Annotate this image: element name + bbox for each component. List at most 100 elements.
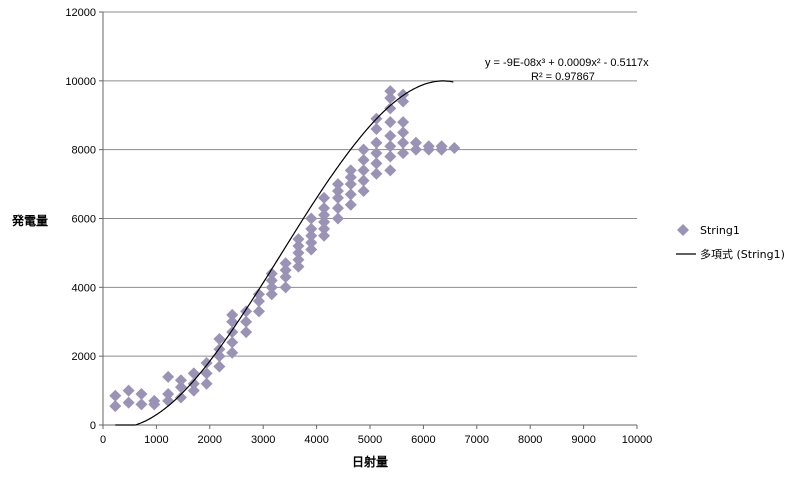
data-point xyxy=(357,164,370,177)
data-point xyxy=(292,233,305,246)
data-point xyxy=(135,398,148,411)
data-point xyxy=(174,374,187,387)
x-tick-label: 9000 xyxy=(571,434,595,446)
data-point xyxy=(252,295,265,308)
data-point xyxy=(226,336,239,349)
data-point xyxy=(305,229,318,242)
data-point xyxy=(279,271,292,284)
data-point xyxy=(265,274,278,287)
data-point xyxy=(435,140,448,153)
data-point xyxy=(397,116,410,129)
data-point xyxy=(370,157,383,170)
x-tick-label: 7000 xyxy=(465,434,489,446)
data-point xyxy=(357,153,370,166)
data-point xyxy=(370,136,383,149)
x-tick-label: 3000 xyxy=(251,434,275,446)
legend-diamond-icon xyxy=(677,224,689,236)
legend: String1 多項式 (String1) xyxy=(676,224,785,261)
legend-label-trendline: 多項式 (String1) xyxy=(700,247,785,261)
data-point xyxy=(213,360,226,373)
data-point xyxy=(187,377,200,390)
data-point xyxy=(240,326,253,339)
data-point xyxy=(331,212,344,225)
x-tick-label: 8000 xyxy=(518,434,542,446)
data-point xyxy=(384,140,397,153)
data-point xyxy=(384,92,397,105)
data-point xyxy=(292,240,305,253)
data-point xyxy=(344,171,357,184)
data-point xyxy=(397,147,410,160)
data-point xyxy=(226,346,239,359)
y-tick-label: 2000 xyxy=(72,351,96,363)
data-point xyxy=(240,315,253,328)
trendline xyxy=(115,80,454,426)
data-point xyxy=(384,129,397,142)
data-point xyxy=(409,136,422,149)
data-point xyxy=(331,178,344,191)
x-tick-label: 1000 xyxy=(144,434,168,446)
data-point xyxy=(292,253,305,266)
data-point xyxy=(344,164,357,177)
data-point xyxy=(384,116,397,129)
x-tick-label: 4000 xyxy=(304,434,328,446)
data-point xyxy=(122,384,135,397)
data-point xyxy=(357,143,370,156)
data-point xyxy=(252,288,265,301)
data-point xyxy=(318,209,331,222)
data-point xyxy=(265,288,278,301)
data-point xyxy=(279,264,292,277)
data-point xyxy=(318,202,331,215)
data-point xyxy=(409,143,422,156)
data-point xyxy=(370,123,383,136)
x-axis-title: 日射量 xyxy=(352,454,388,469)
x-tick-label: 6000 xyxy=(411,434,435,446)
data-point xyxy=(397,95,410,108)
data-point xyxy=(448,141,461,154)
data-point xyxy=(109,400,122,413)
data-point xyxy=(292,246,305,259)
data-point xyxy=(331,191,344,204)
data-point xyxy=(226,308,239,321)
data-point xyxy=(187,367,200,380)
tick-labels: 0 2000 4000 6000 8000 10000 12000 0 1000 2000 3000… xyxy=(65,7,652,446)
data-point xyxy=(162,388,175,401)
y-tick-label: 8000 xyxy=(72,145,96,157)
data-point xyxy=(344,188,357,201)
x-tick-label: 2000 xyxy=(198,434,222,446)
data-point xyxy=(344,178,357,191)
data-point xyxy=(305,212,318,225)
data-point xyxy=(397,126,410,139)
data-point xyxy=(200,357,213,370)
data-point xyxy=(109,389,122,402)
x-tick-label: 5000 xyxy=(358,434,382,446)
trendline-path xyxy=(115,80,454,426)
data-point xyxy=(213,332,226,345)
data-point xyxy=(252,305,265,318)
data-point xyxy=(384,85,397,98)
data-point xyxy=(331,202,344,215)
data-point xyxy=(305,222,318,235)
data-point xyxy=(279,281,292,294)
y-tick-label: 6000 xyxy=(72,214,96,226)
legend-label-string1: String1 xyxy=(700,224,740,237)
data-point xyxy=(292,260,305,273)
x-tick-label: 10000 xyxy=(622,434,653,446)
y-tick-label: 0 xyxy=(90,420,96,432)
gridlines xyxy=(103,11,637,357)
data-point xyxy=(148,394,161,407)
data-point xyxy=(174,381,187,394)
data-points xyxy=(109,85,461,413)
data-point xyxy=(357,174,370,187)
data-point xyxy=(422,140,435,153)
data-point xyxy=(370,167,383,180)
trend-equation: y = -9E-08x³ + 0.0009x² - 0.5117x xyxy=(485,57,649,69)
data-point xyxy=(265,281,278,294)
data-point xyxy=(200,367,213,380)
data-point xyxy=(318,191,331,204)
data-point xyxy=(122,396,135,409)
data-point xyxy=(279,257,292,270)
data-point xyxy=(174,391,187,404)
y-tick-label: 4000 xyxy=(72,282,96,294)
y-tick-label: 10000 xyxy=(65,76,96,88)
